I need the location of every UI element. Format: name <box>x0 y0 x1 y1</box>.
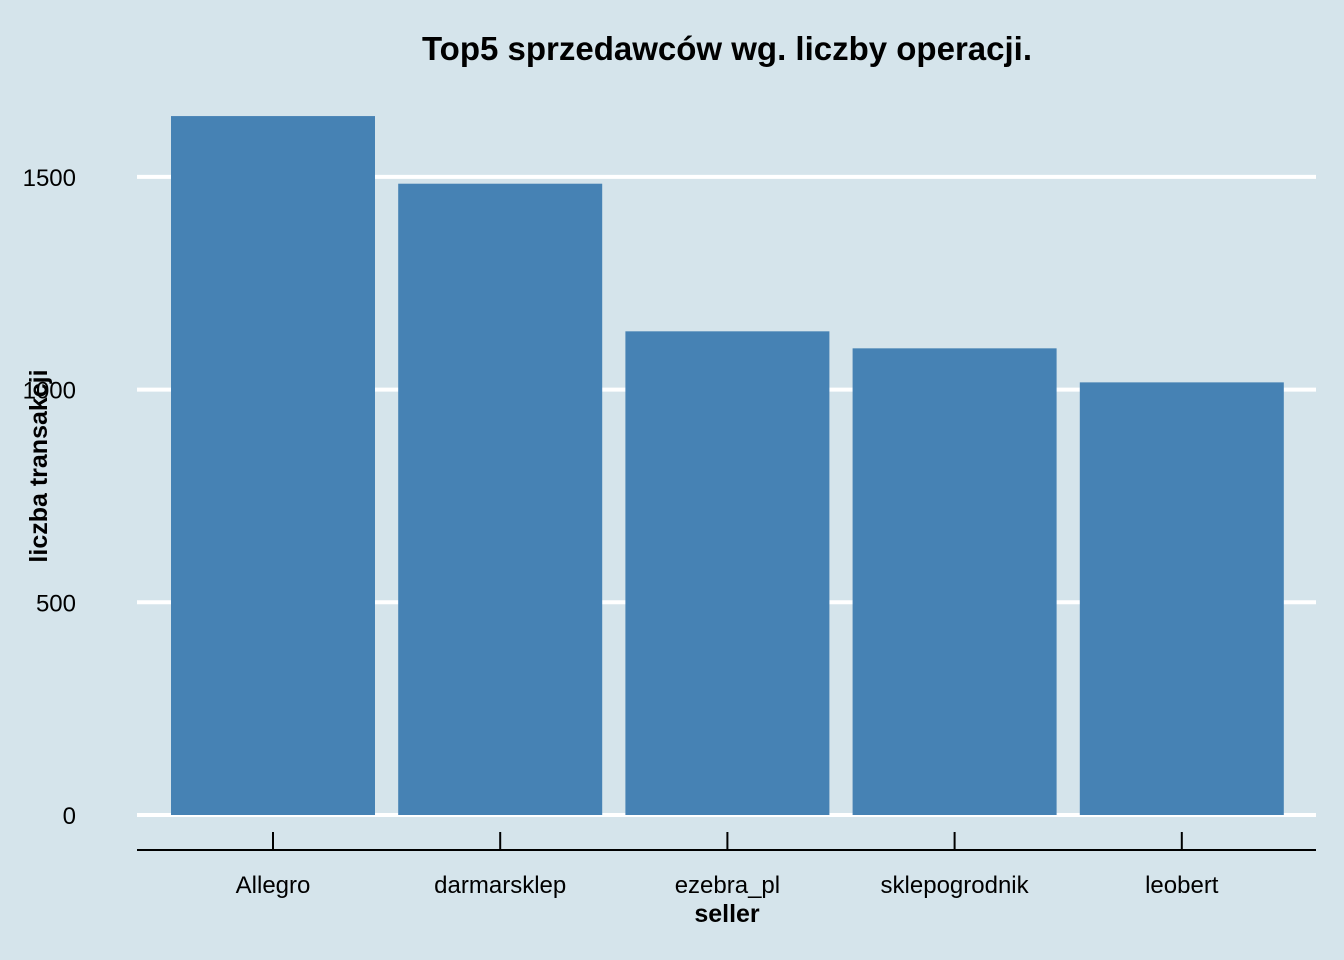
y-axis: 0 500 1000 1500 <box>23 165 76 830</box>
x-axis-title: seller <box>694 900 760 928</box>
x-tick-label-leobert: leobert <box>1145 872 1219 899</box>
bar-leobert <box>1079 382 1284 815</box>
y-tick-label-1500: 1500 <box>23 165 76 192</box>
y-tick-label-0: 0 <box>63 803 76 830</box>
y-tick-label-500: 500 <box>36 590 76 617</box>
x-tick-label-sklepogrodnik: sklepogrodnik <box>881 872 1030 899</box>
bar-ezebra_pl <box>625 331 830 815</box>
bars <box>171 116 1284 815</box>
y-tick-label-1000: 1000 <box>23 378 76 405</box>
x-tick-label-Allegro: Allegro <box>236 872 311 899</box>
bar-darmarsklep <box>398 183 603 815</box>
x-tick-label-darmarsklep: darmarsklep <box>434 872 566 899</box>
chart-title: Top5 sprzedawców wg. liczby operacji. <box>422 30 1032 67</box>
bar-sklepogrodnik <box>852 348 1057 815</box>
x-tick-label-ezebra_pl: ezebra_pl <box>675 872 780 899</box>
bar-Allegro <box>171 116 375 815</box>
x-axis: Allegro darmarsklep ezebra_pl sklepogrodnik… <box>137 832 1316 899</box>
y-axis-title: liczba transakcji <box>25 369 53 562</box>
